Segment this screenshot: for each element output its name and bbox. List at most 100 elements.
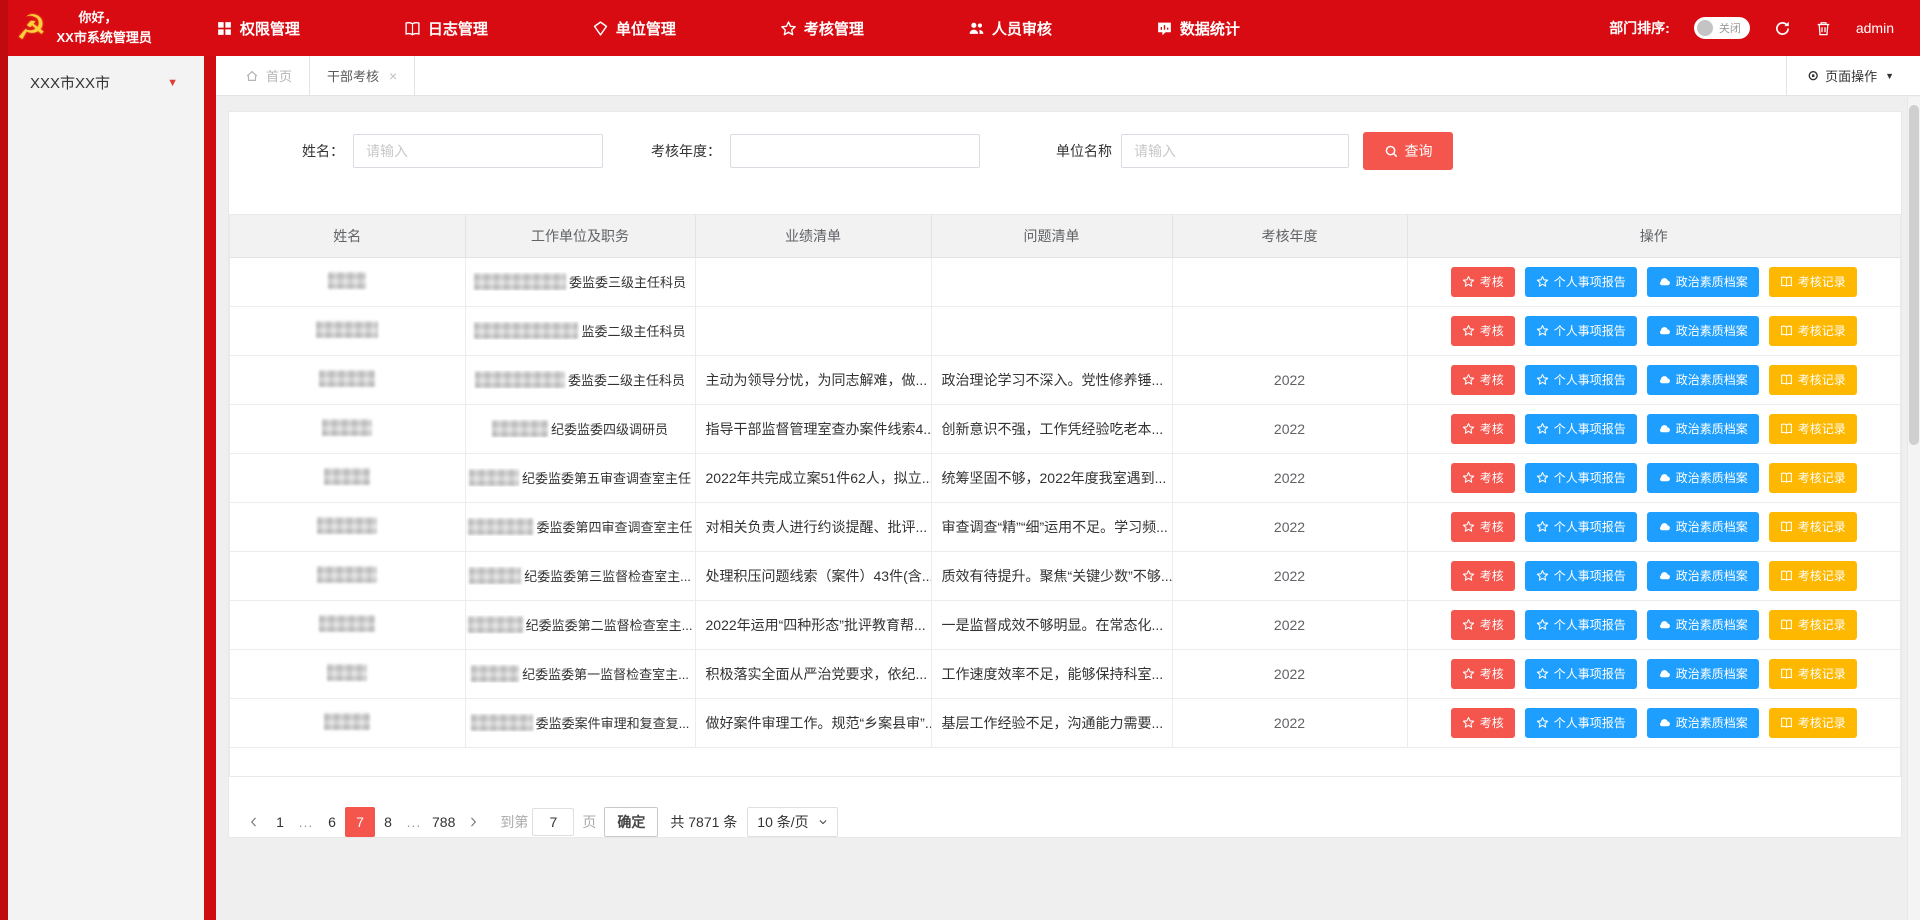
page-size-select[interactable]: 10 条/页 — [747, 806, 838, 837]
ops-cell: 考核 个人事项报告 政治素质档案 考核记录 — [1407, 551, 1900, 601]
action-cloud-button[interactable]: 政治素质档案 — [1646, 609, 1759, 640]
greeting: 你好， XX市系统管理员 — [56, 8, 151, 48]
star-icon — [1536, 520, 1549, 533]
action-star-button[interactable]: 个人事项报告 — [1524, 707, 1637, 738]
action-cloud-button[interactable]: 政治素质档案 — [1646, 511, 1759, 542]
nav-item[interactable]: 数据统计 — [1156, 18, 1240, 39]
book-icon — [1780, 569, 1793, 582]
action-star-button[interactable]: 考核 — [1450, 364, 1515, 395]
action-cloud-button[interactable]: 政治素质档案 — [1646, 364, 1759, 395]
action-star-button[interactable]: 考核 — [1450, 609, 1515, 640]
page-number[interactable]: 1 — [276, 813, 284, 830]
nav-item[interactable]: 日志管理 — [404, 18, 488, 39]
merit-cell: 对相关负责人进行约谈提醒、批评... — [695, 502, 932, 552]
vertical-scrollbar[interactable] — [1907, 97, 1920, 920]
redacted-name — [317, 516, 378, 534]
action-star-button[interactable]: 考核 — [1450, 462, 1515, 493]
action-star-button[interactable]: 个人事项报告 — [1524, 609, 1637, 640]
position-cell: 监委二级主任科员 — [465, 306, 696, 356]
action-star-button[interactable]: 考核 — [1450, 511, 1515, 542]
next-page-button[interactable] — [460, 807, 486, 837]
cloud-icon — [1658, 716, 1671, 729]
action-star-button[interactable]: 考核 — [1450, 413, 1515, 444]
action-book-button[interactable]: 考核记录 — [1768, 707, 1857, 738]
refresh-icon[interactable] — [1774, 20, 1791, 37]
action-book-button[interactable]: 考核记录 — [1768, 511, 1857, 542]
page-number-active[interactable]: 7 — [345, 806, 375, 837]
tab-cadre-assessment[interactable]: 干部考核 × — [309, 56, 416, 95]
action-star-button[interactable]: 个人事项报告 — [1524, 413, 1637, 444]
action-star-button[interactable]: 个人事项报告 — [1524, 364, 1637, 395]
action-star-button[interactable]: 考核 — [1450, 707, 1515, 738]
action-book-button[interactable]: 考核记录 — [1768, 560, 1857, 591]
username[interactable]: admin — [1855, 20, 1894, 36]
close-icon[interactable]: × — [389, 67, 398, 84]
nav-item-label: 数据统计 — [1179, 20, 1240, 38]
action-cloud-button[interactable]: 政治素质档案 — [1646, 658, 1759, 689]
star-icon — [1536, 275, 1549, 288]
redacted-name — [324, 467, 371, 485]
merit-cell: 主动为领导分忧，为同志解难，做... — [695, 355, 932, 405]
dept-sort-toggle[interactable]: 关闭 — [1693, 17, 1750, 39]
nav-item[interactable]: 单位管理 — [592, 18, 676, 39]
book-icon — [1780, 422, 1793, 435]
year-cell: 2022 — [1172, 551, 1408, 601]
action-book-button[interactable]: 考核记录 — [1768, 266, 1857, 297]
action-star-button[interactable]: 个人事项报告 — [1524, 315, 1637, 346]
star-icon — [1536, 569, 1549, 582]
action-star-button[interactable]: 个人事项报告 — [1524, 511, 1637, 542]
action-cloud-button[interactable]: 政治素质档案 — [1646, 707, 1759, 738]
trash-icon[interactable] — [1815, 20, 1832, 37]
action-book-button[interactable]: 考核记录 — [1768, 413, 1857, 444]
position-cell: 纪委监委第三监督检查室主... — [465, 551, 696, 601]
page-actions-dropdown[interactable]: ⊙ 页面操作 ▼ — [1786, 56, 1920, 95]
redacted-name — [319, 614, 376, 632]
action-star-button[interactable]: 个人事项报告 — [1524, 266, 1637, 297]
action-cloud-button[interactable]: 政治素质档案 — [1646, 560, 1759, 591]
year-input[interactable] — [730, 134, 980, 168]
nav-item[interactable]: 权限管理 — [216, 18, 300, 39]
action-cloud-button[interactable]: 政治素质档案 — [1646, 266, 1759, 297]
nav-item[interactable]: 人员审核 — [968, 18, 1052, 39]
name-input[interactable] — [353, 134, 603, 168]
action-book-button[interactable]: 考核记录 — [1768, 364, 1857, 395]
tab-home[interactable]: 首页 — [228, 56, 309, 95]
action-star-button[interactable]: 考核 — [1450, 266, 1515, 297]
goto-page-input[interactable] — [532, 807, 575, 836]
action-star-button[interactable]: 考核 — [1450, 658, 1515, 689]
home-icon — [245, 69, 259, 83]
scrollbar-thumb[interactable] — [1909, 105, 1919, 445]
search-button[interactable]: 查询 — [1363, 132, 1453, 170]
goto-confirm-button[interactable]: 确定 — [604, 806, 659, 837]
year-cell: 2022 — [1172, 355, 1408, 405]
action-cloud-button[interactable]: 政治素质档案 — [1646, 413, 1759, 444]
page-number[interactable]: 8 — [384, 813, 392, 830]
chevron-right-icon — [467, 816, 479, 828]
cloud-icon — [1658, 618, 1671, 631]
action-cloud-button[interactable]: 政治素质档案 — [1646, 462, 1759, 493]
prev-page-button[interactable] — [241, 807, 267, 837]
year-cell: 2022 — [1172, 600, 1408, 650]
action-star-button[interactable]: 个人事项报告 — [1524, 658, 1637, 689]
action-star-button[interactable]: 考核 — [1450, 315, 1515, 346]
col-year: 考核年度 — [1172, 215, 1408, 258]
greeting-line1: 你好， — [78, 9, 118, 25]
region-selector[interactable]: XXX市XX市 ▼ — [8, 56, 204, 93]
action-cloud-button[interactable]: 政治素质档案 — [1646, 315, 1759, 346]
action-star-button[interactable]: 考核 — [1450, 560, 1515, 591]
action-star-button[interactable]: 个人事项报告 — [1524, 560, 1637, 591]
nav-item-label: 人员审核 — [991, 20, 1052, 38]
page-number[interactable]: 788 — [432, 813, 456, 830]
action-book-button[interactable]: 考核记录 — [1768, 658, 1857, 689]
page-number[interactable]: 6 — [328, 813, 336, 830]
table-row: 委监委第四审查调查室主任 对相关负责人进行约谈提醒、批评... 审查调查“精”“… — [230, 502, 1900, 552]
col-name: 姓名 — [230, 215, 466, 258]
unit-input[interactable] — [1121, 134, 1349, 168]
action-book-button[interactable]: 考核记录 — [1768, 609, 1857, 640]
action-book-button[interactable]: 考核记录 — [1768, 462, 1857, 493]
action-book-button[interactable]: 考核记录 — [1768, 315, 1857, 346]
nav-item[interactable]: 考核管理 — [780, 18, 864, 39]
assessment-table: 姓名 工作单位及职务 业绩清单 问题清单 考核年度 操作 委监委三级主任科员 — [229, 214, 1901, 777]
action-star-button[interactable]: 个人事项报告 — [1524, 462, 1637, 493]
name-label: 姓名： — [302, 143, 344, 159]
